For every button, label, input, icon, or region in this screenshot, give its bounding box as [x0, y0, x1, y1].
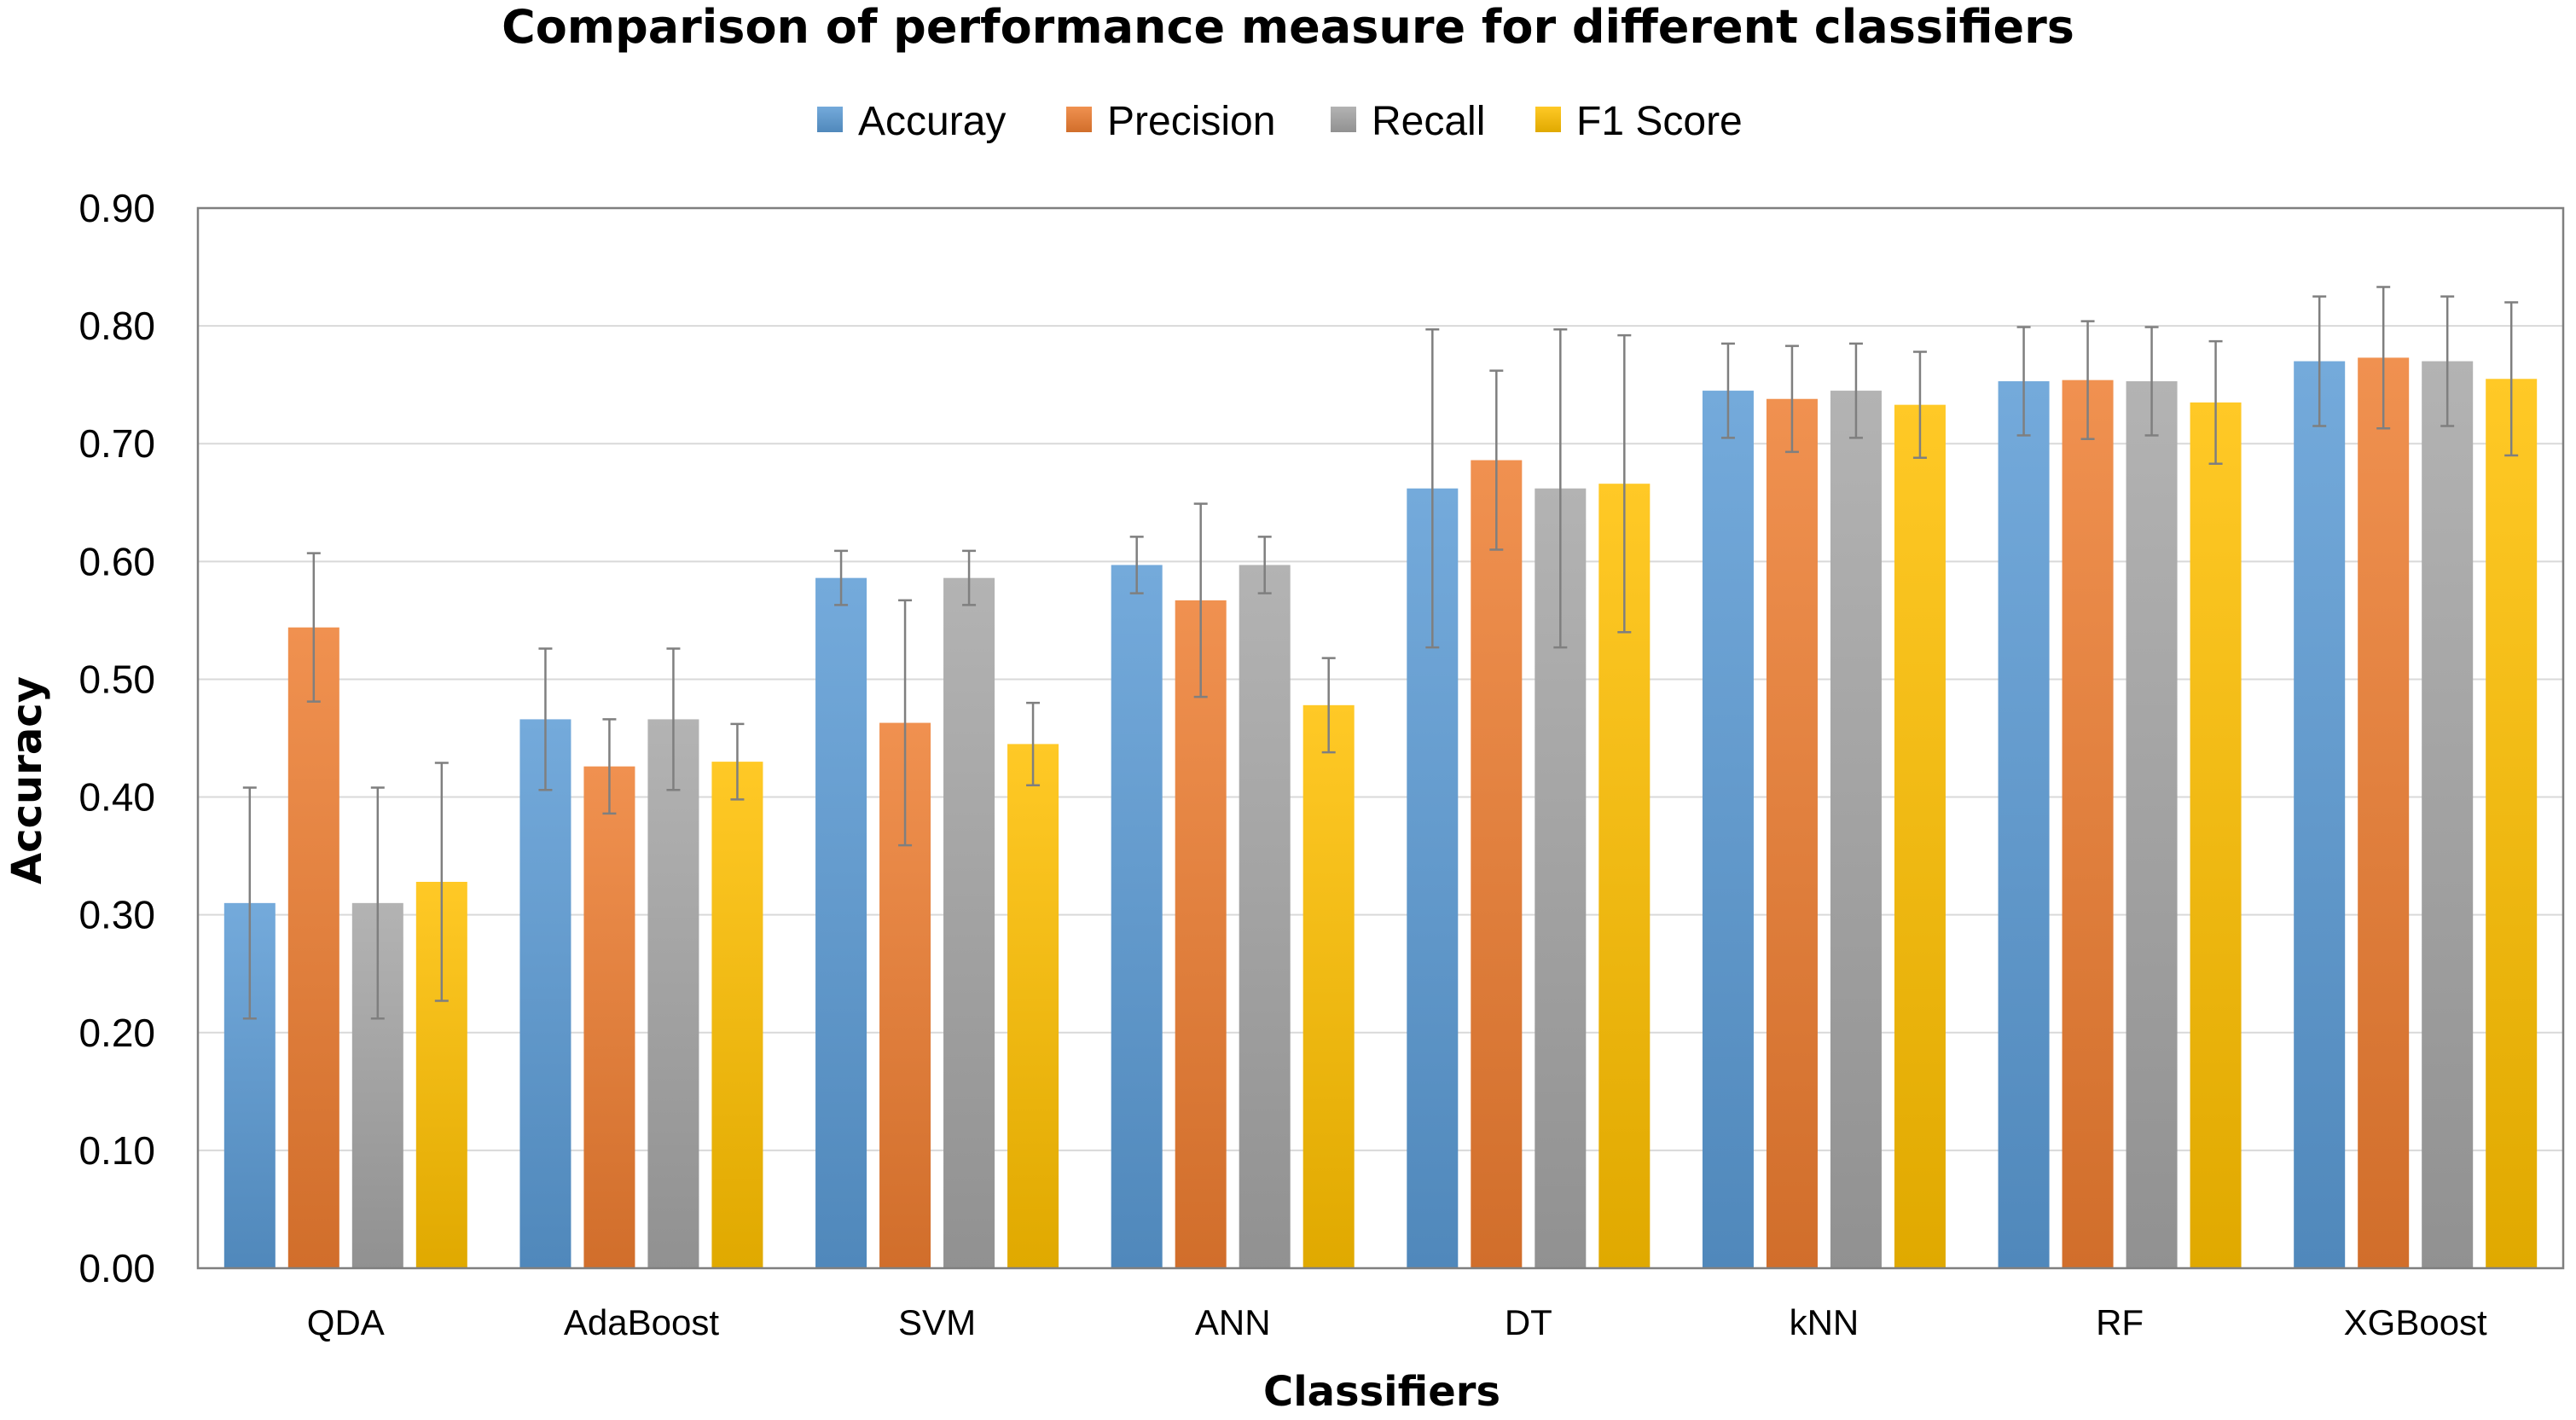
- bar-f1-score-rf: [2190, 402, 2242, 1269]
- error-bar: [1912, 351, 1927, 460]
- legend-item: F1 Score: [1535, 99, 1743, 144]
- error-bar: [2440, 295, 2455, 427]
- error-bar: [2312, 295, 2327, 427]
- error-bar: [1489, 369, 1504, 551]
- bar-precision-dt: [1471, 460, 1523, 1268]
- bar-accuray-ann: [1111, 565, 1163, 1268]
- error-bar: [370, 786, 385, 1020]
- error-bar: [1848, 342, 1863, 439]
- error-bar: [1193, 502, 1208, 698]
- legend: Accuray Precision Recall F1 Score: [817, 99, 1743, 144]
- bar-f1-score-ann: [1303, 704, 1355, 1268]
- y-axis-title: Accuracy: [3, 676, 51, 884]
- x-category-label: QDA: [307, 1302, 385, 1342]
- x-axis-categories: QDA AdaBoost SVM ANN DT kNN RF XGBoost: [307, 1302, 2487, 1342]
- x-category-label: XGBoost: [2344, 1302, 2487, 1342]
- error-bar: [1425, 328, 1440, 649]
- bar-recall-rf: [2126, 381, 2178, 1269]
- error-bar: [242, 786, 257, 1020]
- bar-recall-svm: [943, 577, 995, 1268]
- bar-f1-score-xgboost: [2486, 379, 2538, 1268]
- x-category-label: RF: [2096, 1302, 2144, 1342]
- bar-accuray-knn: [1702, 391, 1754, 1268]
- bar-recall-adaboost: [647, 719, 699, 1268]
- chart-title: Comparison of performance measure for di…: [502, 0, 2074, 54]
- error-bar: [2080, 320, 2095, 440]
- legend-swatch: [1066, 107, 1092, 132]
- bar-accuray-svm: [815, 577, 867, 1268]
- bar-f1-score-svm: [1007, 744, 1059, 1268]
- y-tick-label: 0.90: [78, 186, 155, 230]
- error-bar: [1720, 342, 1735, 439]
- error-bar: [1257, 536, 1272, 594]
- legend-swatch: [1331, 107, 1356, 132]
- y-tick-label: 0.70: [78, 421, 155, 466]
- bar-recall-knn: [1830, 391, 1882, 1268]
- error-bar: [2376, 286, 2391, 430]
- bar-f1-score-knn: [1894, 404, 1946, 1268]
- x-axis-title: Classifiers: [1263, 1368, 1500, 1416]
- y-tick-label: 0.30: [78, 893, 155, 937]
- x-category-label: DT: [1505, 1302, 1552, 1342]
- error-bar: [2504, 301, 2519, 457]
- y-tick-label: 0.10: [78, 1128, 155, 1173]
- error-bar: [898, 599, 913, 847]
- error-bar: [666, 647, 681, 791]
- error-bar: [962, 549, 977, 606]
- error-bar: [2144, 326, 2159, 437]
- bar-recall-ann: [1239, 565, 1291, 1268]
- bar-accuray-rf: [1998, 381, 2050, 1269]
- legend-item: Recall: [1331, 99, 1485, 144]
- legend-label: F1 Score: [1576, 99, 1743, 144]
- error-bar: [2208, 339, 2223, 465]
- error-bar: [1321, 657, 1336, 754]
- y-tick-label: 0.50: [78, 657, 155, 701]
- bar-precision-adaboost: [583, 766, 635, 1268]
- bar-accuray-xgboost: [2294, 361, 2346, 1268]
- legend-item: Accuray: [817, 99, 1006, 144]
- bar-precision-ann: [1175, 600, 1227, 1268]
- bar-recall-xgboost: [2422, 361, 2474, 1268]
- y-tick-label: 0.80: [78, 304, 155, 348]
- error-bar: [730, 722, 745, 801]
- bar-precision-xgboost: [2358, 357, 2410, 1268]
- legend-label: Precision: [1107, 99, 1275, 144]
- bar-precision-rf: [2062, 380, 2114, 1268]
- legend-swatch: [817, 107, 843, 132]
- y-tick-label: 0.00: [78, 1246, 155, 1290]
- error-bars: [242, 286, 2519, 1020]
- error-bar: [306, 552, 321, 703]
- y-tick-label: 0.20: [78, 1011, 155, 1055]
- legend-swatch: [1535, 107, 1561, 132]
- error-bar: [1617, 333, 1632, 634]
- error-bar: [434, 762, 449, 1002]
- error-bar: [1129, 536, 1144, 594]
- y-tick-label: 0.60: [78, 539, 155, 583]
- bar-series: [223, 357, 2538, 1269]
- bar-precision-qda: [287, 627, 339, 1268]
- error-bar: [602, 718, 617, 815]
- y-axis-ticks: 0.00 0.10 0.20 0.30 0.40 0.50 0.60 0.70 0.80 0.90: [78, 186, 155, 1290]
- x-category-label: SVM: [898, 1302, 976, 1342]
- error-bar: [1026, 701, 1041, 786]
- bar-accuray-adaboost: [519, 719, 571, 1268]
- x-category-label: ANN: [1195, 1302, 1271, 1342]
- x-category-label: kNN: [1790, 1302, 1859, 1342]
- bar-precision-knn: [1766, 398, 1818, 1268]
- legend-label: Accuray: [858, 99, 1006, 144]
- error-bar: [538, 647, 553, 791]
- error-bar: [2016, 326, 2031, 437]
- legend-item: Precision: [1066, 99, 1275, 144]
- y-tick-label: 0.40: [78, 775, 155, 820]
- error-bar: [1784, 345, 1799, 454]
- error-bar: [1553, 328, 1568, 649]
- bar-f1-score-adaboost: [711, 762, 763, 1268]
- legend-label: Recall: [1372, 99, 1485, 144]
- plot-frame: [196, 206, 2565, 1270]
- error-bar: [834, 549, 849, 606]
- x-category-label: AdaBoost: [564, 1302, 719, 1342]
